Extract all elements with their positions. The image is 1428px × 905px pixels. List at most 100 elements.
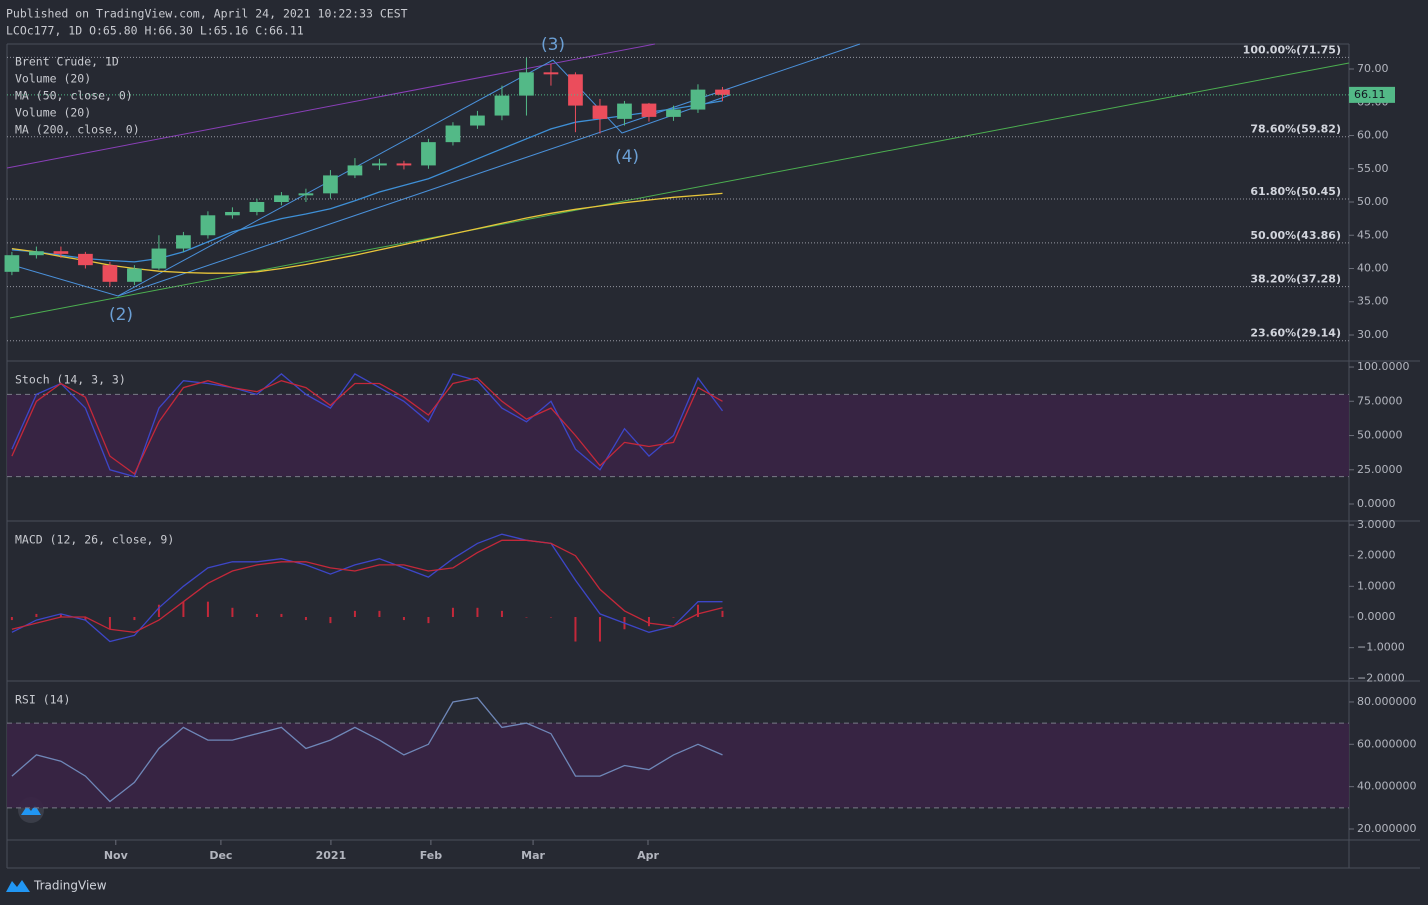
pane: 3.0000 2.0000 1.0000 0.0000 −1.0000 −2.0000 MA… — [10, 518, 1405, 684]
histogram-bar — [549, 616, 552, 618]
pane: 100.0000 75.0000 50.0000 25.0000 0.0000 Stoch… — [7, 360, 1410, 510]
histogram-bar — [182, 601, 185, 617]
candle-body — [494, 95, 510, 116]
candle-body — [396, 163, 412, 166]
candle-body — [715, 89, 730, 95]
candle-body — [445, 125, 461, 143]
candle-body — [666, 109, 681, 117]
histogram-bar — [133, 616, 136, 621]
histogram-bar — [378, 610, 381, 617]
x-tick-label: Mar — [521, 849, 545, 862]
candle-body — [78, 253, 93, 266]
indicator-line — [11, 373, 724, 478]
y-tick-label: 45.00 — [1357, 228, 1389, 241]
y-tick-label: 20.000000 — [1357, 822, 1417, 835]
candle-body — [176, 235, 191, 249]
y-tick-label: 80.000000 — [1357, 695, 1417, 708]
y-tick-label: 70.00 — [1357, 62, 1389, 75]
candle-body — [592, 105, 608, 119]
y-tick-label: −1.0000 — [1357, 641, 1405, 654]
candle-body — [29, 251, 44, 256]
candle-body — [641, 103, 657, 117]
wave-label: (3) — [541, 35, 565, 55]
histogram-bar — [402, 616, 405, 621]
candle-body — [249, 202, 265, 212]
x-tick-label: Feb — [420, 849, 443, 862]
candle-body — [53, 251, 69, 254]
histogram-bar — [304, 616, 307, 621]
histogram-bar — [353, 610, 356, 617]
histogram-bar — [157, 604, 160, 617]
histogram-bar — [598, 616, 601, 642]
symbol-line: LCOc177, 1D O:65.80 H:66.30 L:65.16 C:66… — [6, 24, 304, 38]
histogram-bar — [427, 616, 430, 624]
moving-average — [11, 192, 723, 274]
histogram-bar — [108, 616, 111, 630]
y-tick-label: 55.00 — [1357, 162, 1389, 175]
candle-body — [102, 265, 118, 282]
legend-entry: Volume (20) — [15, 106, 91, 120]
legend-entry: MA (200, close, 0) — [15, 123, 140, 137]
legend-entry: Brent Crude, 1D — [15, 55, 119, 69]
candle-body — [127, 268, 142, 282]
histogram-bar — [255, 613, 258, 617]
y-tick-label: 100.0000 — [1357, 360, 1410, 373]
candle-body — [200, 215, 216, 236]
histogram-bar — [206, 601, 209, 617]
y-tick-label: 30.00 — [1357, 328, 1389, 341]
wave-label: (2) — [109, 305, 133, 325]
histogram-bar — [231, 607, 234, 617]
fib-label: 50.00%(43.86) — [1250, 229, 1341, 242]
band — [7, 723, 1349, 808]
y-tick-label: 50.0000 — [1357, 429, 1403, 442]
x-tick-label: 2021 — [316, 849, 347, 862]
fib-label: 38.20%(37.28) — [1250, 273, 1341, 286]
y-tick-label: 40.000000 — [1357, 780, 1417, 793]
x-tick-label: Nov — [104, 849, 129, 862]
candle-body — [470, 115, 485, 126]
histogram-bar — [451, 607, 454, 617]
pane-title: RSI (14) — [15, 693, 70, 707]
x-tick-label: Apr — [637, 849, 659, 862]
band — [7, 394, 1349, 477]
candle-body — [519, 72, 534, 96]
published-line: Published on TradingView.com, April 24, … — [6, 7, 408, 21]
y-tick-label: 0.0000 — [1357, 497, 1396, 510]
histogram-bar — [329, 616, 332, 624]
histogram-bar — [476, 607, 479, 617]
histogram-bar — [500, 610, 503, 617]
y-tick-label: 60.00 — [1357, 129, 1389, 142]
histogram-bar — [84, 616, 87, 621]
candle-body — [347, 165, 363, 176]
pane-title: MACD (12, 26, close, 9) — [15, 533, 174, 547]
y-tick-label: 2.0000 — [1357, 549, 1396, 562]
candle-body — [298, 193, 314, 196]
histogram-bar — [574, 616, 577, 642]
histogram-bar — [647, 616, 650, 627]
histogram-bar — [280, 613, 283, 617]
histogram-bar — [525, 616, 528, 618]
histogram-bar — [10, 616, 13, 621]
x-tick-label: Dec — [209, 849, 232, 862]
y-tick-label: 75.0000 — [1357, 394, 1403, 407]
candle-body — [372, 163, 387, 166]
y-tick-label: 25.0000 — [1357, 463, 1403, 476]
last-price-label: 66.11 — [1354, 88, 1386, 101]
pane: 80.000000 60.000000 40.000000 20.000000 RSI … — [7, 693, 1417, 835]
histogram-bar — [59, 613, 62, 617]
last-price-box — [1349, 86, 1395, 103]
candle-body — [568, 74, 583, 106]
candle-body — [543, 72, 559, 75]
y-tick-label: 40.00 — [1357, 262, 1389, 275]
candle-body — [4, 255, 20, 272]
brand: TradingView — [6, 879, 107, 893]
candle-body — [617, 103, 632, 119]
fib-label: 100.00%(71.75) — [1243, 43, 1341, 56]
y-tick-label: 3.0000 — [1357, 518, 1396, 531]
y-tick-label: 50.00 — [1357, 195, 1389, 208]
fib-label: 23.60%(29.14) — [1250, 327, 1341, 340]
indicator-line — [11, 539, 723, 633]
indicator-line — [11, 696, 723, 803]
wave-label: (4) — [615, 147, 639, 167]
